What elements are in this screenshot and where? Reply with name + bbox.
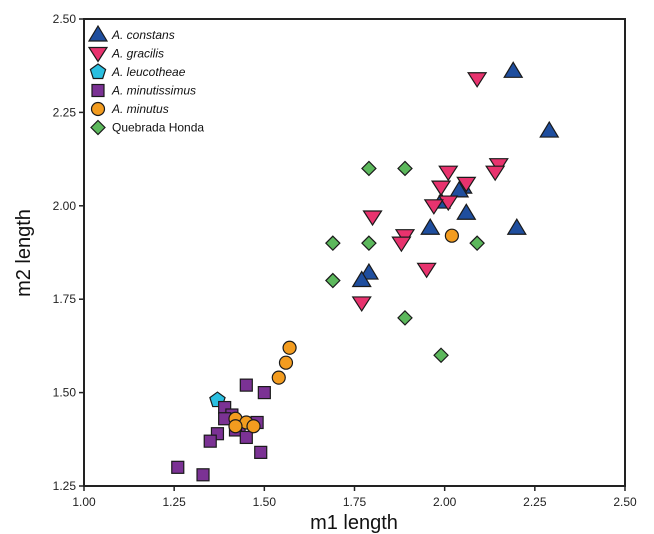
point-quebrada-honda (397, 310, 413, 326)
point-a-gracilis (485, 165, 506, 182)
point-quebrada-honda (325, 235, 341, 252)
point-a-minutus (278, 355, 294, 370)
point-a-constans (420, 218, 441, 235)
y-tick-label: 1.25 (53, 479, 77, 493)
point-a-constans (506, 218, 527, 235)
legend-marker-a-leucotheae (89, 63, 107, 80)
point-a-minutus (282, 340, 297, 355)
point-quebrada-honda (325, 272, 341, 289)
y-axis-title: m2 length (13, 209, 35, 297)
legend-marker-a-minutus (90, 101, 106, 117)
x-tick-label: 1.50 (253, 495, 277, 509)
point-a-minutissimus (171, 460, 185, 474)
point-a-constans (449, 180, 470, 198)
point-quebrada-honda (469, 235, 485, 252)
point-a-gracilis (438, 165, 459, 182)
legend-marker-a-gracilis (87, 46, 109, 63)
x-axis-title: m1 length (310, 512, 398, 534)
point-a-minutissimus (257, 386, 271, 400)
x-tick-label: 2.50 (613, 495, 637, 509)
legend-label-a-leucotheae: A. leucotheae (111, 65, 186, 79)
point-a-gracilis (456, 176, 477, 193)
point-a-minutissimus (254, 445, 268, 459)
point-a-constans (351, 270, 372, 288)
x-tick-label: 1.00 (72, 495, 96, 509)
point-quebrada-honda (361, 160, 377, 177)
point-a-constans (503, 61, 524, 78)
legend-label-a-minutus: A. minutus (111, 102, 169, 116)
point-quebrada-honda (433, 347, 449, 364)
point-a-gracilis (438, 195, 459, 212)
point-a-minutissimus (239, 378, 253, 392)
y-tick-label: 2.50 (53, 12, 77, 26)
y-tick-label: 2.25 (53, 105, 77, 119)
legend: A. constans A. gracilis A. leucotheae A. mi… (87, 24, 204, 136)
x-tick-label: 2.25 (523, 495, 547, 509)
legend-label-a-constans: A. constans (111, 28, 175, 42)
point-quebrada-honda (361, 235, 377, 252)
point-a-minutissimus (196, 468, 210, 482)
legend-marker-a-minutissimus (91, 83, 105, 98)
point-a-gracilis (351, 296, 372, 313)
x-tick-label: 2.00 (433, 495, 457, 509)
point-a-gracilis (391, 236, 412, 253)
point-a-gracilis (430, 180, 452, 197)
point-a-minutissimus (239, 430, 253, 445)
point-a-minutus (246, 419, 261, 434)
legend-label-a-minutissimus: A. minutissimus (111, 84, 196, 98)
point-a-gracilis (467, 72, 488, 88)
legend-label-quebrada-honda: Quebrada Honda (112, 121, 204, 135)
point-a-gracilis (423, 199, 444, 215)
point-a-gracilis (362, 210, 383, 227)
legend-label-a-gracilis: A. gracilis (111, 47, 164, 61)
legend-marker-a-constans (87, 24, 109, 42)
axes-layer: 1.00 1.25 1.50 1.75 2.00 2.25 2.50 1.25 1.50 1.75… (53, 12, 637, 509)
y-tick-label: 1.75 (53, 292, 77, 306)
point-a-minutus (444, 228, 459, 243)
point-a-gracilis (416, 262, 437, 279)
x-tick-label: 1.75 (343, 495, 367, 509)
legend-marker-quebrada-honda (90, 119, 106, 136)
y-tick-label: 2.00 (53, 199, 77, 213)
point-a-constans (539, 120, 560, 138)
y-tick-label: 1.50 (53, 386, 77, 400)
point-a-constans (456, 203, 477, 220)
point-quebrada-honda (397, 160, 413, 177)
point-a-minutus (228, 419, 243, 434)
point-a-minutissimus (203, 434, 217, 448)
x-tick-label: 1.25 (162, 495, 186, 509)
point-a-minutus (271, 370, 286, 385)
marks-layer (171, 61, 560, 482)
